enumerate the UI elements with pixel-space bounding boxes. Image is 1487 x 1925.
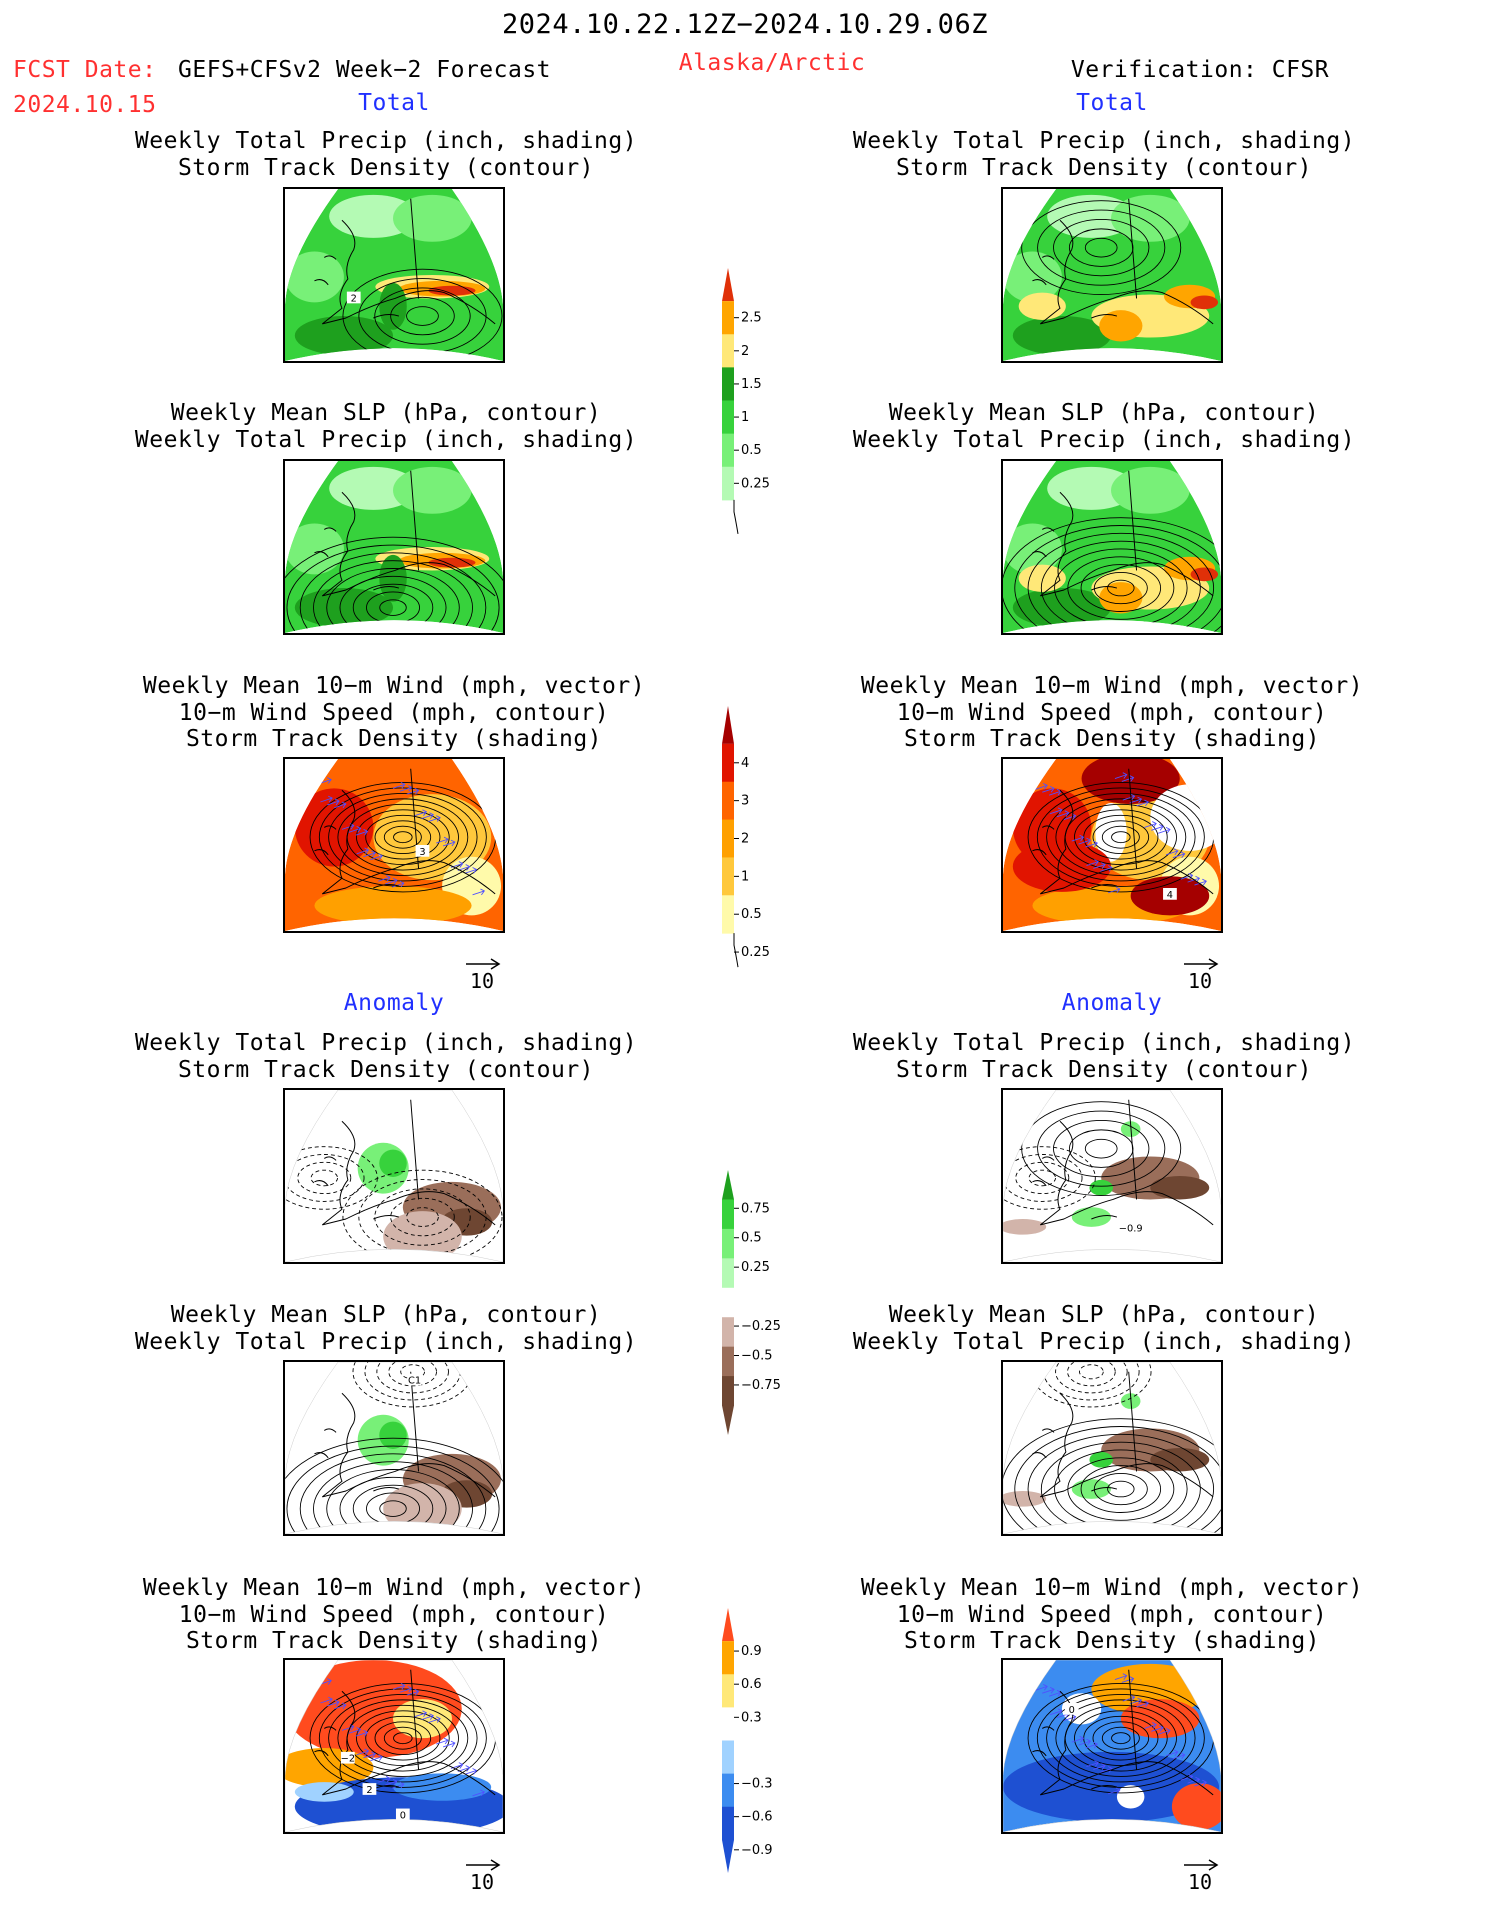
colorbar-tick-label: 1 bbox=[741, 869, 749, 884]
title-a-slp-left: Weekly Mean SLP (hPa, contour) Weekly Tot… bbox=[134, 1302, 638, 1355]
title-t-slp-left: Weekly Mean SLP (hPa, contour) Weekly Tot… bbox=[134, 400, 638, 453]
contour-label: 0 bbox=[400, 1810, 406, 1821]
section-anomaly-left: Anomaly bbox=[343, 990, 445, 1016]
map-total-slp-precip-left bbox=[283, 459, 505, 635]
map-anomaly-slp-precip-right bbox=[1001, 1360, 1223, 1536]
forecast-model-label: GEFS+CFSv2 Week−2 Forecast bbox=[178, 57, 552, 83]
section-anomaly-right: Anomaly bbox=[1061, 990, 1163, 1016]
title-a-wind-left: Weekly Mean 10−m Wind (mph, vector) 10−m … bbox=[142, 1575, 646, 1654]
map-anomaly-precip-storm-right: −0.9 bbox=[1001, 1088, 1223, 1264]
region-label: Alaska/Arctic bbox=[678, 50, 866, 76]
fcst-date-value: 2024.10.15 bbox=[13, 92, 157, 118]
contour-label: −0.9 bbox=[1119, 1224, 1143, 1235]
contour-label: −2 bbox=[341, 1754, 355, 1765]
reference-vector-label: 10 bbox=[1188, 1870, 1213, 1894]
colorbar-tick-label: −0.25 bbox=[741, 1319, 781, 1334]
reference-vector-label: 10 bbox=[470, 969, 495, 993]
colorbar-tick-label: 3 bbox=[741, 794, 749, 809]
contour-label: 2 bbox=[366, 1785, 372, 1796]
colorbar-tick-label: 1 bbox=[741, 410, 749, 425]
reference-vector-a-left: 10 bbox=[464, 1858, 504, 1902]
map-total-precip-storm-right bbox=[1001, 187, 1223, 363]
colorbar-precip: 2.5 2 1.5 1 0.5 0.25 bbox=[722, 268, 802, 553]
map-anomaly-precip-storm-left bbox=[283, 1088, 505, 1264]
date-range-title: 2024.10.22.12Z−2024.10.29.06Z bbox=[502, 9, 988, 40]
reference-vector-t-left: 10 bbox=[464, 957, 504, 1001]
colorbar-storm-anomaly: 0.9 0.6 0.3 −0.3 −0.6 −0.9 bbox=[722, 1608, 802, 1893]
colorbar-tick-label: 0.25 bbox=[741, 1260, 770, 1275]
map-anomaly-wind-storm-right: 0 bbox=[1001, 1658, 1223, 1834]
section-total-left: Total bbox=[358, 90, 430, 116]
colorbar-tick-label: −0.3 bbox=[741, 1777, 773, 1792]
contour-label: 4 bbox=[1167, 890, 1173, 901]
fcst-date-label: FCST Date: bbox=[13, 57, 157, 83]
colorbar-storm-density: 4 3 2 1 0.5 0.25 bbox=[722, 706, 802, 991]
colorbar-tick-label: 0.3 bbox=[741, 1710, 762, 1725]
colorbar-tick-label: −0.75 bbox=[741, 1378, 781, 1393]
colorbar-tick-label: 1.5 bbox=[741, 377, 762, 392]
colorbar-tick-label: −0.5 bbox=[741, 1349, 773, 1364]
reference-vector-label: 10 bbox=[1188, 969, 1213, 993]
reference-vector-label: 10 bbox=[470, 1870, 495, 1894]
contour-label: 0 bbox=[1069, 1705, 1075, 1716]
colorbar-tick-label: 2.5 bbox=[741, 311, 762, 326]
map-anomaly-slp-precip-left: C1 bbox=[283, 1360, 505, 1536]
colorbar-tick-label: 4 bbox=[741, 756, 749, 771]
colorbar-tick-label: 0.9 bbox=[741, 1644, 762, 1659]
verification-label: Verification: CFSR bbox=[1070, 57, 1330, 83]
colorbar-tick-label: 0.6 bbox=[741, 1677, 762, 1692]
colorbar-tick-label: 0.75 bbox=[741, 1201, 770, 1216]
contour-label: 3 bbox=[419, 847, 425, 858]
title-a-wind-right: Weekly Mean 10−m Wind (mph, vector) 10−m … bbox=[860, 1575, 1364, 1654]
colorbar-tick-label: −0.9 bbox=[741, 1843, 773, 1858]
map-total-wind-storm-left: 3 bbox=[283, 757, 505, 933]
colorbar-tick-label: 0.5 bbox=[741, 1231, 762, 1246]
colorbar-tick-label: 0.25 bbox=[741, 945, 770, 960]
contour-label: C1 bbox=[408, 1376, 421, 1387]
colorbar-precip-anomaly: 0.75 0.5 0.25 −0.25 −0.5 −0.75 bbox=[722, 1170, 802, 1455]
title-t-slp-right: Weekly Mean SLP (hPa, contour) Weekly Tot… bbox=[852, 400, 1356, 453]
title-t-precip-right: Weekly Total Precip (inch, shading) Storm… bbox=[852, 128, 1356, 181]
title-a-precip-left: Weekly Total Precip (inch, shading) Storm… bbox=[134, 1030, 638, 1083]
reference-vector-t-right: 10 bbox=[1182, 957, 1222, 1001]
section-total-right: Total bbox=[1076, 90, 1148, 116]
contour-label: 2 bbox=[351, 293, 357, 304]
title-t-precip-left: Weekly Total Precip (inch, shading) Storm… bbox=[134, 128, 638, 181]
map-total-precip-storm-left: 2 bbox=[283, 187, 505, 363]
colorbar-tick-label: −0.6 bbox=[741, 1810, 773, 1825]
map-anomaly-wind-storm-left: −2 2 0 bbox=[283, 1658, 505, 1834]
reference-vector-a-right: 10 bbox=[1182, 1858, 1222, 1902]
colorbar-tick-label: 0.5 bbox=[741, 907, 762, 922]
colorbar-tick-label: 0.25 bbox=[741, 476, 770, 491]
colorbar-tick-label: 2 bbox=[741, 832, 749, 847]
title-t-wind-left: Weekly Mean 10−m Wind (mph, vector) 10−m … bbox=[142, 673, 646, 752]
map-total-slp-precip-right bbox=[1001, 459, 1223, 635]
title-a-slp-right: Weekly Mean SLP (hPa, contour) Weekly Tot… bbox=[852, 1302, 1356, 1355]
colorbar-tick-label: 2 bbox=[741, 344, 749, 359]
title-a-precip-right: Weekly Total Precip (inch, shading) Storm… bbox=[852, 1030, 1356, 1083]
colorbar-tick-label: 0.5 bbox=[741, 443, 762, 458]
title-t-wind-right: Weekly Mean 10−m Wind (mph, vector) 10−m … bbox=[860, 673, 1364, 752]
map-total-wind-storm-right: 4 bbox=[1001, 757, 1223, 933]
